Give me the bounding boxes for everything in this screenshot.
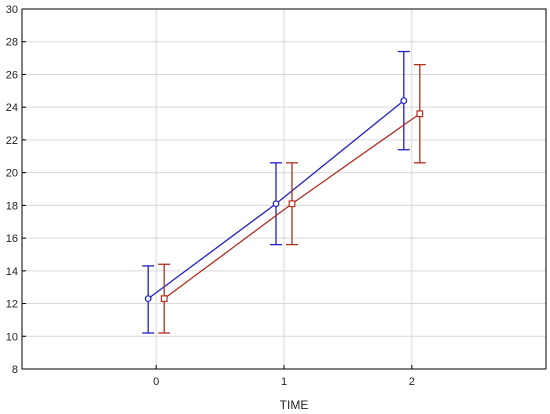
data-point: [160, 295, 168, 303]
data-point: [272, 200, 280, 208]
y-tick-label: 16: [6, 233, 18, 245]
series-group: [142, 50, 426, 334]
y-tick-label: 22: [6, 135, 18, 147]
y-tick-label: 18: [6, 200, 18, 212]
y-tick-label: 20: [6, 168, 18, 180]
y-tick-label: 26: [6, 69, 18, 81]
y-tick-label: 10: [6, 331, 18, 343]
data-point: [144, 295, 152, 303]
series-2: [158, 63, 426, 334]
y-tick-label: 12: [6, 299, 18, 311]
x-tick-label: 1: [281, 376, 287, 388]
x-tick-label: 2: [409, 376, 415, 388]
y-tick-label: 30: [6, 4, 18, 16]
y-tick-label: 24: [6, 102, 18, 114]
y-tick-label: 28: [6, 37, 18, 49]
data-point: [288, 200, 296, 208]
y-tick-label: 8: [12, 364, 18, 376]
x-axis-ticks: 0 1 2: [153, 365, 415, 388]
x-tick-label: 0: [153, 376, 159, 388]
series-1: [142, 50, 410, 334]
x-axis-title: TIME: [280, 398, 309, 412]
data-point: [416, 110, 424, 118]
y-tick-label: 14: [6, 266, 18, 278]
y-axis-ticks: 8 10 12 14 16 18 20 22 24 26 28 30: [6, 4, 26, 376]
data-point: [400, 97, 408, 105]
